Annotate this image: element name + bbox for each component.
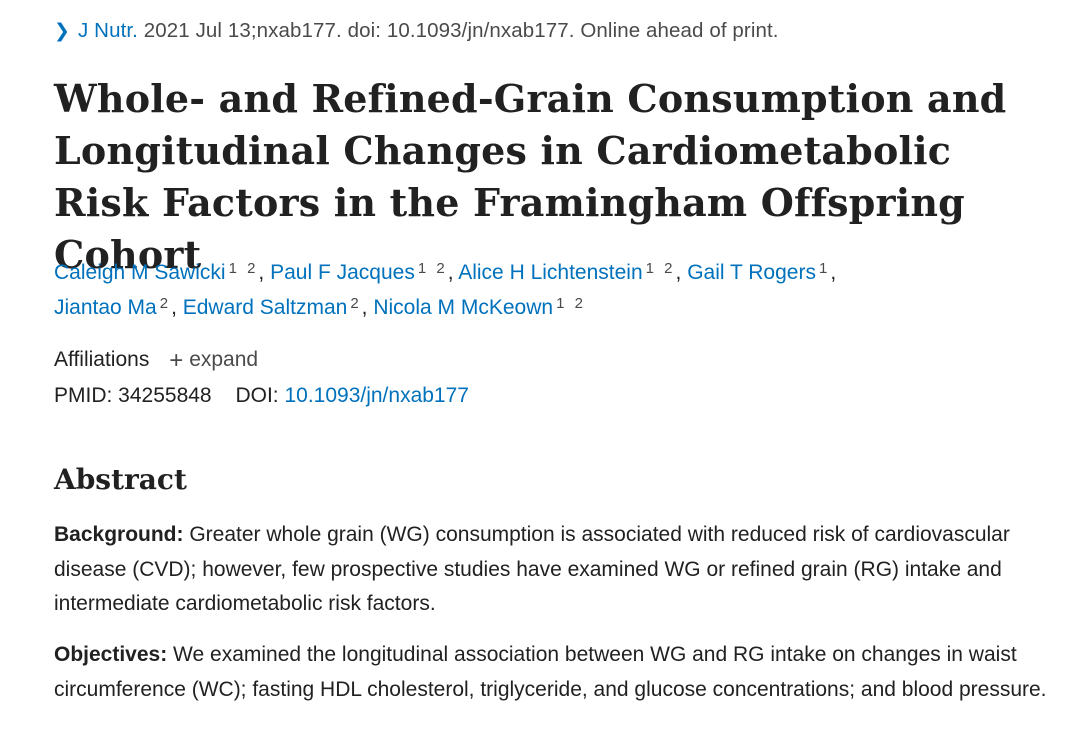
author-affiliation-refs[interactable]: 1 2 — [417, 260, 448, 277]
author-item: Caleigh M Sawicki 1 2 — [54, 261, 258, 284]
author-link[interactable]: Gail T Rogers — [687, 261, 816, 284]
author-affiliation-refs[interactable]: 1 2 — [645, 260, 676, 277]
author-affiliation-refs[interactable]: 2 — [159, 295, 172, 312]
article-title: Whole- and Refined-Grain Consumption and… — [54, 76, 1007, 277]
author-item: Paul F Jacques 1 2 — [270, 261, 448, 284]
author-item: Nicola M McKeown 1 2 — [373, 296, 586, 319]
author-item: Jiantao Ma 2 — [54, 296, 171, 319]
author-item: Gail T Rogers 1 — [687, 261, 830, 284]
objectives-label: Objectives: — [54, 643, 168, 666]
objectives-text: We examined the longitudinal association… — [54, 643, 1047, 701]
affiliations-row: Affiliations + expand — [54, 345, 259, 374]
author-link[interactable]: Edward Saltzman — [182, 296, 348, 319]
doi-link[interactable]: 10.1093/jn/nxab177 — [284, 384, 469, 407]
abstract-background: Background: Greater whole grain (WG) con… — [54, 518, 1069, 622]
expand-label: expand — [189, 348, 259, 371]
chevron-right-icon[interactable]: ❯ — [54, 21, 71, 42]
author-link[interactable]: Alice H Lichtenstein — [458, 261, 643, 284]
author-item: Edward Saltzman 2 — [183, 296, 362, 319]
author-link[interactable]: Caleigh M Sawicki — [54, 261, 226, 284]
author-link[interactable]: Jiantao Ma — [54, 296, 157, 319]
authors-list: Caleigh M Sawicki 1 2, Paul F Jacques 1 2,… — [54, 260, 837, 319]
affiliations-label: Affiliations — [54, 348, 150, 371]
author-affiliation-refs[interactable]: 1 2 — [228, 260, 259, 277]
pmid: PMID: 34255848 — [54, 384, 212, 407]
doi-label: DOI: — [235, 384, 279, 407]
affiliations-expand-button[interactable]: + expand — [169, 347, 259, 374]
abstract-heading: Abstract — [54, 463, 187, 496]
identifiers-row: PMID: 34255848 DOI: 10.1093/jn/nxab177 — [54, 384, 469, 408]
plus-icon: + — [169, 347, 184, 374]
journal-link[interactable]: J Nutr. — [78, 19, 138, 42]
author-link[interactable]: Paul F Jacques — [270, 261, 415, 284]
author-affiliation-refs[interactable]: 2 — [350, 295, 362, 312]
abstract-objectives: Objectives: We examined the longitudinal… — [54, 638, 1069, 707]
author-link[interactable]: Nicola M McKeown — [373, 296, 554, 319]
journal-citation: ❯ J Nutr. 2021 Jul 13;nxab177. doi: 10.10… — [54, 19, 779, 43]
background-label: Background: — [54, 523, 184, 546]
author-item: Alice H Lichtenstein 1 2 — [458, 261, 675, 284]
background-text: Greater whole grain (WG) consumption is … — [54, 523, 1010, 615]
citation-details: 2021 Jul 13;nxab177. doi: 10.1093/jn/nxa… — [137, 19, 779, 42]
author-affiliation-refs[interactable]: 1 2 — [556, 295, 586, 312]
author-affiliation-refs[interactable]: 1 — [818, 260, 831, 277]
